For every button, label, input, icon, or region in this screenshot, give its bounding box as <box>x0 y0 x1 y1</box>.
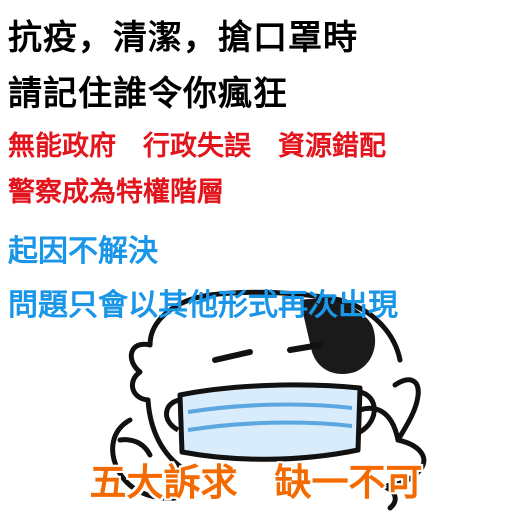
thumb-right <box>392 377 421 443</box>
head-outline <box>147 289 403 363</box>
dark-hair-patch <box>300 298 376 374</box>
red-line-2: 警察成為特權階層 <box>8 177 224 208</box>
hand-left <box>110 417 178 501</box>
face-mask <box>164 382 377 462</box>
eye-left <box>212 349 253 363</box>
blue-line-2: 問題只會以其他形式再次出現 <box>8 288 398 323</box>
cheek-left <box>145 397 188 473</box>
eye-right <box>287 342 323 353</box>
headline-line-1: 抗疫，清潔，搶口罩時 <box>8 18 358 58</box>
bottom-slogan: 五大訴求 缺一不可 <box>89 461 423 504</box>
ear-left <box>128 341 153 403</box>
red-line-1: 無能政府 行政失誤 資源錯配 <box>8 131 386 162</box>
headline-line-2: 請記住誰令你瘋狂 <box>8 74 288 114</box>
blue-line-1: 起因不解決 <box>8 234 158 269</box>
